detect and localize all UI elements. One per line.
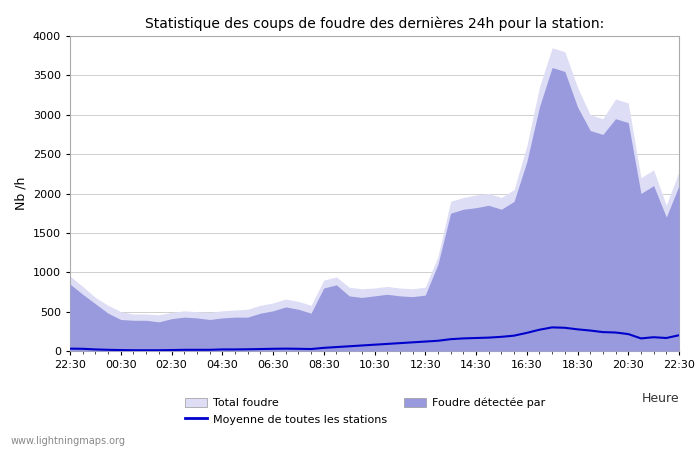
Text: www.lightningmaps.org: www.lightningmaps.org (10, 436, 125, 446)
Legend: Total foudre, Moyenne de toutes les stations, Foudre détectée par: Total foudre, Moyenne de toutes les stat… (186, 397, 545, 425)
Title: Statistique des coups de foudre des dernières 24h pour la station:: Statistique des coups de foudre des dern… (145, 16, 604, 31)
Y-axis label: Nb /h: Nb /h (14, 177, 27, 210)
Text: Heure: Heure (641, 392, 679, 405)
